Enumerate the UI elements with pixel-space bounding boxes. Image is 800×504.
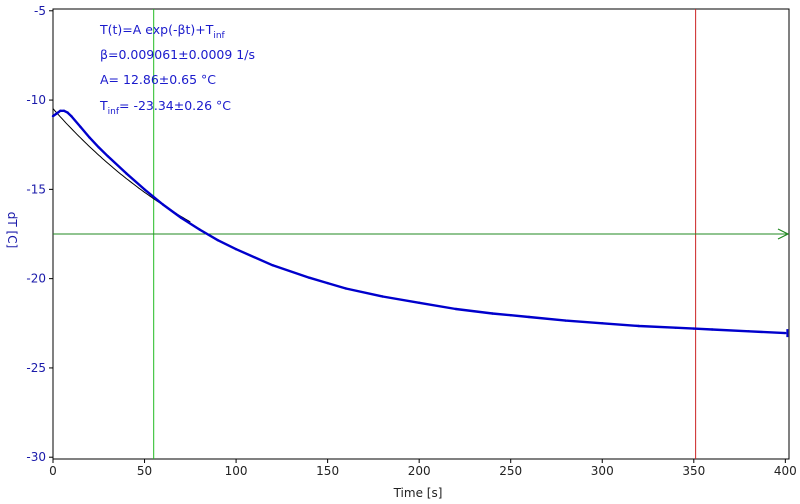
measured-point (97, 146, 101, 149)
measured-point (527, 315, 531, 319)
x-tick-label: 150 (316, 464, 339, 478)
y-tick-label: -5 (34, 4, 46, 18)
measured-point (198, 228, 201, 231)
y-axis: -5 -10 -15 -20 -25 -30 (26, 4, 53, 464)
measured-point (454, 307, 457, 311)
measured-point (143, 188, 146, 191)
measured-point (51, 114, 55, 118)
amplitude-annotation: A= 12.86±0.65 °C (100, 72, 216, 87)
beta-annotation: β=0.009061±0.0009 1/s (100, 47, 255, 62)
tinf-main: T (99, 98, 108, 113)
x-tick-label: 200 (408, 464, 431, 478)
measured-point (308, 276, 311, 279)
measured-point (62, 109, 66, 113)
tinf-subscript: inf (108, 107, 120, 117)
y-tick-label: -30 (26, 450, 46, 464)
formula-subscript: inf (213, 31, 225, 41)
y-tick-label: -25 (26, 361, 46, 375)
measured-point (59, 109, 62, 113)
measured-point (747, 330, 750, 333)
measured-point (125, 172, 128, 175)
measured-point (381, 295, 384, 298)
measured-point (491, 312, 494, 315)
measured-point (601, 322, 604, 325)
measured-point (88, 136, 91, 139)
fit-curve-group (52, 108, 191, 223)
measured-point (784, 331, 787, 335)
x-axis-title: Time [s] (393, 486, 443, 500)
tinf-annotation: Tinf= -23.34±0.26 °C (99, 98, 231, 117)
measured-point (70, 114, 73, 118)
horizontal-cursor-arrow (777, 228, 790, 240)
fit-curve (52, 108, 191, 223)
tinf-value: = -23.34±0.26 °C (119, 98, 231, 113)
measured-point (161, 203, 165, 206)
x-axis: 0 50 100 150 200 250 300 350 400 (49, 459, 797, 478)
measured-point (692, 327, 695, 330)
y-tick-label: -15 (26, 182, 46, 196)
cursors (53, 9, 790, 459)
measured-point (326, 281, 329, 285)
y-axis-title: dT [C] (5, 212, 19, 249)
measured-point (674, 326, 677, 329)
x-tick-label: 50 (137, 464, 152, 478)
x-tick-label: 0 (49, 464, 57, 478)
x-tick-label: 100 (225, 464, 248, 478)
formula-main: T(t)=A exp(-βt)+T (99, 22, 214, 37)
x-tick-label: 300 (591, 464, 614, 478)
y-tick-label: -20 (26, 272, 46, 286)
measured-point (637, 324, 641, 328)
measured-point (234, 248, 238, 251)
y-tick-label: -10 (26, 93, 46, 107)
measured-point (509, 314, 512, 317)
measured-point (79, 125, 82, 129)
measured-point (344, 287, 348, 290)
measured-point (180, 216, 183, 220)
measured-point (106, 155, 110, 158)
formula-annotation: T(t)=A exp(-βt)+Tinf (99, 22, 226, 41)
measured-point (271, 264, 274, 267)
measured-series-line (52, 109, 786, 335)
measured-point (55, 112, 58, 115)
measured-point (710, 328, 714, 331)
measured-series (51, 109, 789, 338)
measured-point (216, 239, 219, 242)
measured-point (66, 111, 69, 114)
x-tick-label: 400 (774, 464, 797, 478)
measured-point (564, 319, 567, 322)
x-tick-label: 350 (682, 464, 705, 478)
x-tick-label: 250 (499, 464, 522, 478)
measured-point (418, 301, 421, 304)
